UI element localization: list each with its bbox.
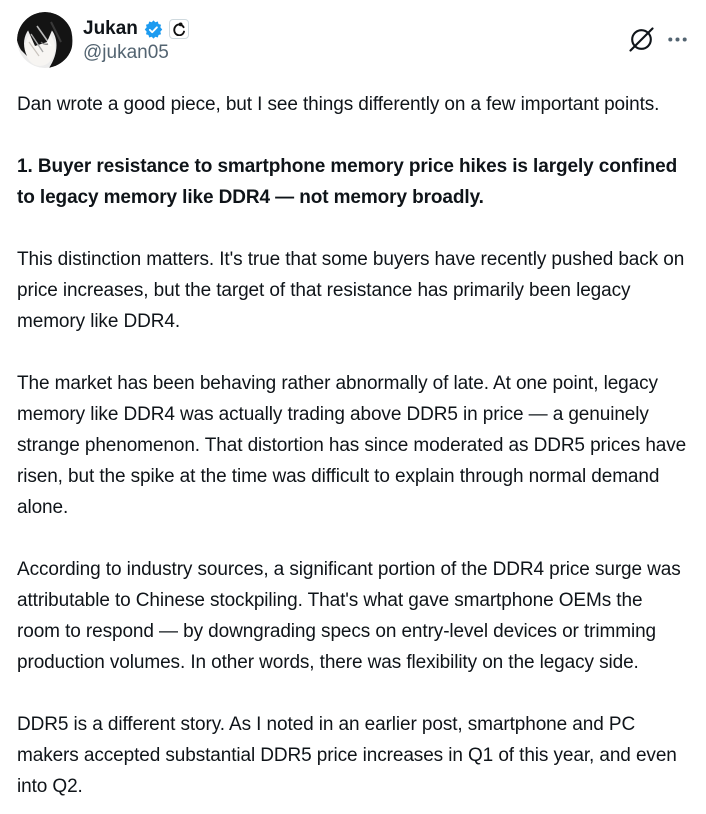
tweet-paragraph: DDR5 is a different story. As I noted in… xyxy=(17,714,677,797)
tweet-paragraph: The market has been behaving rather abno… xyxy=(17,373,687,518)
user-names-block: Jukan @jukan05 xyxy=(83,12,628,65)
tweet-paragraph: Dan wrote a good piece, but I see things… xyxy=(17,94,660,115)
tweet-text: Dan wrote a good piece, but I see things… xyxy=(17,89,689,802)
grok-icon[interactable] xyxy=(628,26,655,53)
verified-badge-icon[interactable] xyxy=(143,19,164,40)
avatar[interactable] xyxy=(17,12,73,68)
tweet-paragraph: According to industry sources, a signifi… xyxy=(17,559,681,673)
user-handle[interactable]: @jukan05 xyxy=(83,42,169,63)
tweet-paragraph: This distinction matters. It's true that… xyxy=(17,249,685,332)
tweet-paragraph-bold: 1. Buyer resistance to smartphone memory… xyxy=(17,156,678,208)
more-options-icon[interactable] xyxy=(666,28,689,51)
display-name[interactable]: Jukan xyxy=(83,18,138,39)
header-actions xyxy=(628,12,689,53)
affiliate-badge-icon[interactable] xyxy=(168,19,189,39)
avatar-image-icon xyxy=(17,12,73,68)
tweet-header: Jukan @jukan05 xyxy=(17,12,689,68)
name-row: Jukan xyxy=(83,18,628,40)
